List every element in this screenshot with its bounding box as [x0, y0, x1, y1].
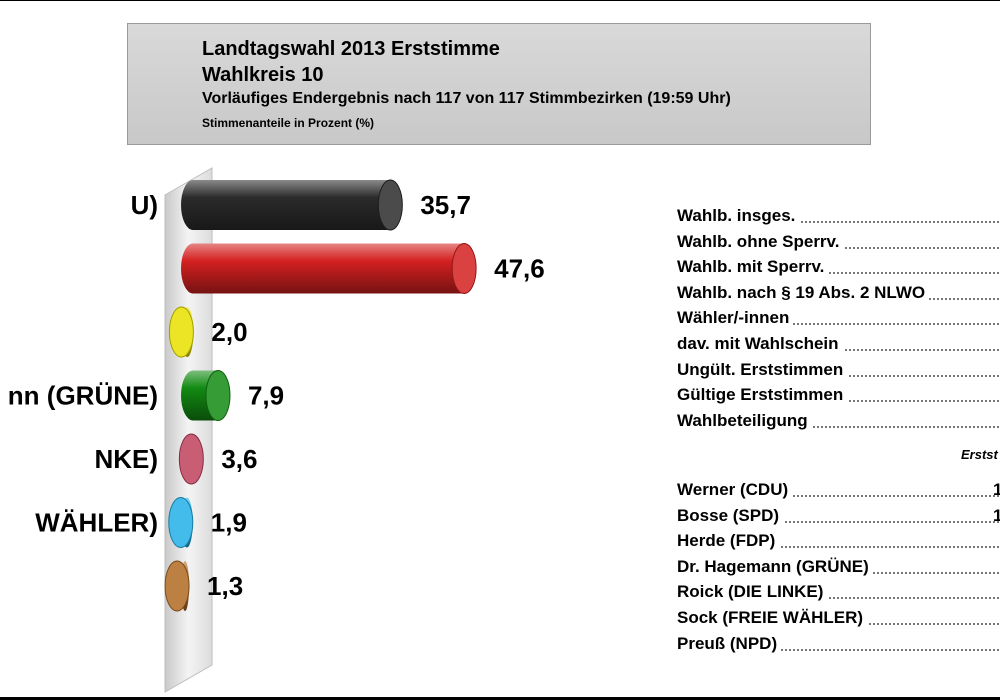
category-label-4: NKE)	[94, 444, 158, 474]
candidate-row-4-label: Roick (DIE LINKE)	[677, 582, 828, 602]
status-subtitle: Vorläufiges Endergebnis nach 117 von 117…	[202, 90, 731, 107]
candidate-value-0: 1	[993, 480, 1000, 499]
candidate-row-5: Sock (FREIE WÄHLER)	[677, 608, 1000, 634]
dot-leader	[677, 272, 1000, 275]
stats-row-8-label: Wahlbeteiligung	[677, 410, 812, 430]
bar-5	[168, 497, 194, 548]
candidate-row-2: Herde (FDP)	[677, 531, 1000, 557]
dot-leader	[677, 221, 1000, 223]
stats-row-7-label: Gültige Erststimmen	[677, 385, 848, 405]
stats-row-1: Wahlb. ohne Sperrv.	[677, 231, 1000, 258]
frame-top-line	[0, 0, 1000, 1]
bar-3	[181, 370, 231, 421]
candidate-row-2-label: Herde (FDP)	[677, 531, 780, 551]
bar-cap-1	[451, 243, 477, 294]
bar-body-0	[181, 180, 403, 230]
stats-row-8: Wahlbeteiligung	[677, 410, 1000, 437]
stats-row-2: Wahlb. mit Sperrv.	[677, 257, 1000, 283]
bar-2	[168, 306, 194, 358]
stats-row-6: Ungült. Erststimmen	[677, 359, 1000, 386]
dot-leader	[677, 648, 1000, 651]
value-label-0: 35,7	[420, 190, 471, 220]
candidate-row-3: Dr. Hagemann (GRÜNE)	[677, 556, 1000, 583]
category-label-3: nn (GRÜNE)	[8, 381, 158, 411]
bar-6	[164, 560, 190, 612]
value-label-2: 2,0	[211, 317, 247, 347]
frame-bottom-line	[0, 697, 1000, 700]
stats-row-5: dav. mit Wahlschein	[677, 334, 1000, 360]
candidate-row-4: Roick (DIE LINKE)	[677, 582, 1000, 608]
stats-row-4-label: Wähler/-innen	[677, 308, 794, 328]
bar-chart: 35,7 U) 47,6 2,0 7,9 nn (GRÜNE) 3,6 NKE) 1,9 WÄHL…	[8, 167, 545, 693]
dot-leader	[677, 323, 1000, 326]
title-box: Landtagswahl 2013 Erststimme Wahlkreis 1…	[127, 23, 871, 145]
candidate-row-0-label: Werner (CDU)	[677, 480, 793, 499]
dot-leader	[677, 425, 1000, 428]
chart-title: Landtagswahl 2013 Erststimme	[202, 38, 500, 60]
bar-0	[181, 179, 403, 231]
category-label-5: WÄHLER)	[35, 508, 158, 538]
stats-row-7: Gültige Erststimmen	[677, 385, 1000, 411]
candidate-row-5-label: Sock (FREIE WÄHLER)	[677, 608, 868, 627]
candidate-row-1-label: Bosse (SPD)	[677, 505, 784, 525]
value-label-4: 3,6	[221, 444, 257, 474]
bar-cap-2	[168, 306, 194, 358]
column-header: Erstst	[961, 447, 998, 462]
stats-row-6-label: Ungült. Erststimmen	[677, 359, 848, 379]
value-label-3: 7,9	[248, 381, 284, 411]
bar-4	[178, 433, 204, 485]
value-label-5: 1,9	[211, 508, 247, 538]
category-label-0: U)	[131, 190, 158, 220]
bar-1	[181, 243, 477, 294]
bar-cap-0	[377, 179, 403, 231]
stats-row-0-label: Wahlb. insges.	[677, 206, 800, 225]
candidate-row-0: Werner (CDU)	[677, 480, 1000, 506]
bar-cap-5	[168, 497, 194, 548]
candidate-row-6: Preuß (NPD)	[677, 633, 1000, 660]
stats-row-4: Wähler/-innen	[677, 308, 1000, 334]
bar-cap-4	[178, 433, 204, 485]
wahlkreis-title: Wahlkreis 10	[202, 64, 324, 86]
candidate-row-3-label: Dr. Hagemann (GRÜNE)	[677, 556, 873, 576]
bar-body-1	[181, 243, 477, 294]
bar-cap-6	[164, 560, 190, 612]
dot-leader	[677, 597, 1000, 600]
dot-leader	[677, 520, 1000, 523]
candidate-row-1: Bosse (SPD)	[677, 505, 1000, 532]
candidate-row-6-label: Preuß (NPD)	[677, 633, 782, 653]
stats-row-2-label: Wahlb. mit Sperrv.	[677, 257, 829, 277]
stats-row-3-label: Wahlb. nach § 19 Abs. 2 NLWO	[677, 282, 930, 302]
dot-leader	[677, 495, 1000, 497]
unit-caption: Stimmenanteile in Prozent (%)	[202, 116, 375, 130]
stats-row-0: Wahlb. insges.	[677, 206, 1000, 232]
stats-row-1-label: Wahlb. ohne Sperrv.	[677, 231, 844, 251]
value-label-1: 47,6	[494, 254, 545, 284]
dot-leader	[677, 546, 1000, 549]
candidate-value-1: 1	[993, 505, 1000, 525]
bar-cap-3	[205, 370, 231, 421]
stats-row-3: Wahlb. nach § 19 Abs. 2 NLWO	[677, 282, 1000, 309]
stats-row-5-label: dav. mit Wahlschein	[677, 334, 843, 353]
value-label-6: 1,3	[207, 571, 243, 601]
